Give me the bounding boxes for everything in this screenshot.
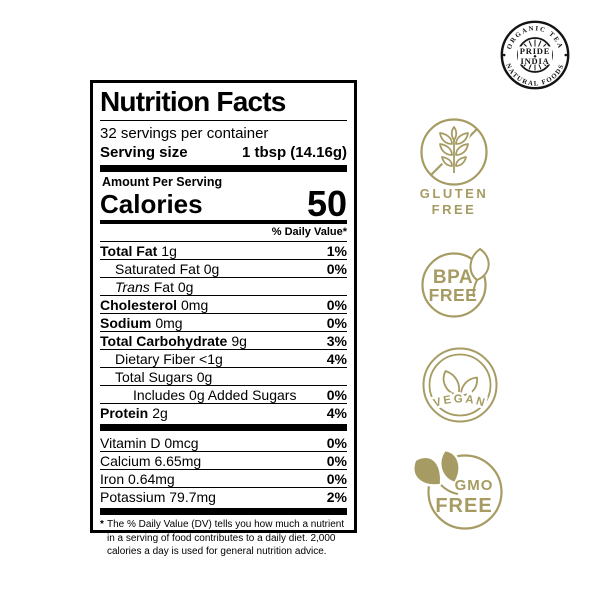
daily-value-header: % Daily Value* xyxy=(100,224,347,242)
nutrient-name: Trans xyxy=(115,278,150,295)
daily-value-footnote: * The % Daily Value (DV) tells you how m… xyxy=(100,518,347,559)
gluten-free-caption: GLUTEN FREE xyxy=(404,186,504,217)
nutrient-name: Cholesterol xyxy=(100,296,178,313)
pride-india-logo: ORGANIC TEA NATURAL FOODS PRIDE INDIA xyxy=(500,20,570,90)
nutrient-name: Sodium xyxy=(100,314,152,331)
gmo-text-line1: GMO xyxy=(455,477,494,494)
logo-center-line1: PRIDE xyxy=(520,46,550,56)
nutrient-dv: 1% xyxy=(326,242,347,259)
nutrient-name: Total Fat xyxy=(100,242,158,259)
leaf-stem-icon xyxy=(472,279,478,298)
nutrient-dv: 3% xyxy=(326,332,347,349)
footnote-asterisk: * xyxy=(100,519,104,530)
nutrient-row-total-fat: Total Fat 1g 1% xyxy=(100,242,347,259)
nutrient-dv: 0% xyxy=(326,470,347,487)
nutrient-row-cholesterol: Cholesterol 0mg 0% xyxy=(100,295,347,313)
nutrient-amount: Fat 0g xyxy=(153,278,194,295)
bpa-text-line1: BPA xyxy=(433,267,473,288)
nutrient-row-calcium: Calcium 6.65mg 0% xyxy=(100,451,347,469)
serving-size-label: Serving size xyxy=(100,144,188,161)
calories-row: Calories 50 xyxy=(100,183,347,224)
nutrient-dv: 0% xyxy=(326,260,347,277)
thick-divider xyxy=(100,508,347,515)
nutrient-amount: 0mg xyxy=(181,296,209,313)
leaves-icon xyxy=(442,370,478,396)
nutrient-row-protein: Protein 2g 4% xyxy=(100,403,347,421)
vegan-text: VEGAN xyxy=(432,393,488,409)
thick-divider xyxy=(100,424,347,431)
nutrient-row-added-sugars: Includes 0g Added Sugars 0% xyxy=(100,385,347,403)
nutrient-name: Total Sugars 0g xyxy=(115,368,213,385)
nutrient-row-vitamin-d: Vitamin D 0mcg 0% xyxy=(100,434,347,451)
calories-value: 50 xyxy=(306,183,347,224)
bpa-free-icon: BPA FREE xyxy=(421,247,490,318)
serving-size-row: Serving size 1 tbsp (14.16g) xyxy=(100,143,347,162)
nutrient-dv: 4% xyxy=(326,404,347,421)
leaf-icon xyxy=(469,247,490,282)
nutrient-dv: 0% xyxy=(326,452,347,469)
nutrient-name: Calcium 6.65mg xyxy=(100,452,202,469)
nutrition-facts-panel: Nutrition Facts 32 servings per containe… xyxy=(90,80,357,557)
nutrient-name: Protein xyxy=(100,404,149,421)
logo-center-line2: INDIA xyxy=(520,56,549,66)
medium-divider xyxy=(100,220,347,224)
nutrient-name: Potassium 79.7mg xyxy=(100,488,216,505)
nutrient-row-total-sugars: Total Sugars 0g xyxy=(100,367,347,385)
nutrient-dv: 0% xyxy=(326,314,347,331)
nutrient-dv: 0% xyxy=(326,434,347,451)
logo-right-dot-icon xyxy=(564,53,568,57)
bpa-text-line2: FREE xyxy=(429,285,478,305)
logo-left-dot-icon xyxy=(502,53,506,57)
footnote-text: The % Daily Value (DV) tells you how muc… xyxy=(107,519,345,557)
amount-per-serving-label: Amount Per Serving xyxy=(102,175,223,189)
nutrient-dv: 0% xyxy=(326,386,347,403)
calories-label: Calories xyxy=(100,189,203,219)
nutrient-row-dietary-fiber: Dietary Fiber <1g 4% xyxy=(100,349,347,367)
divider xyxy=(100,120,347,121)
servings-per-container: 32 servings per container xyxy=(100,125,269,142)
nutrient-name: Includes 0g Added Sugars xyxy=(133,386,297,403)
gmo-free-icon: GMO FREE xyxy=(412,448,503,530)
nutrient-name: Dietary Fiber <1g xyxy=(115,350,223,367)
nutrient-amount: 9g xyxy=(231,332,247,349)
gmo-text-line2: FREE xyxy=(435,495,492,517)
nutrient-dv: 2% xyxy=(326,488,347,505)
gluten-free-caption-line2: FREE xyxy=(431,201,477,217)
nutrient-dv: 0% xyxy=(326,296,347,313)
nutrient-row-sodium: Sodium 0mg 0% xyxy=(100,313,347,331)
nutrient-name: Vitamin D 0mcg xyxy=(100,434,199,451)
vegan-icon: VEGAN VEGAN xyxy=(422,347,498,423)
nutrient-row-trans-fat: Trans Fat 0g xyxy=(100,277,347,295)
gluten-free-icon xyxy=(420,118,488,186)
nutrient-name: Iron 0.64mg xyxy=(100,470,175,487)
nutrient-row-total-carbohydrate: Total Carbohydrate 9g 3% xyxy=(100,331,347,349)
nutrient-row-saturated-fat: Saturated Fat 0g 0% xyxy=(100,259,347,277)
nutrition-facts-title: Nutrition Facts xyxy=(100,86,286,117)
gluten-free-caption-line1: GLUTEN xyxy=(419,186,489,201)
thick-divider xyxy=(100,165,347,172)
nutrient-row-potassium: Potassium 79.7mg 2% xyxy=(100,487,347,505)
nutrient-amount: 0mg xyxy=(155,314,183,331)
nutrient-dv: 4% xyxy=(326,350,347,367)
nutrient-row-iron: Iron 0.64mg 0% xyxy=(100,469,347,487)
wheat-stalk-icon xyxy=(439,126,469,173)
nutrient-amount: 1g xyxy=(161,242,177,259)
nutrient-amount: 2g xyxy=(152,404,168,421)
nutrient-name: Saturated Fat 0g xyxy=(115,260,220,277)
nutrient-name: Total Carbohydrate xyxy=(100,332,228,349)
leaves-icon xyxy=(412,448,461,487)
leaf-stem-icon xyxy=(440,484,459,495)
serving-size-value: 1 tbsp (14.16g) xyxy=(241,144,347,161)
